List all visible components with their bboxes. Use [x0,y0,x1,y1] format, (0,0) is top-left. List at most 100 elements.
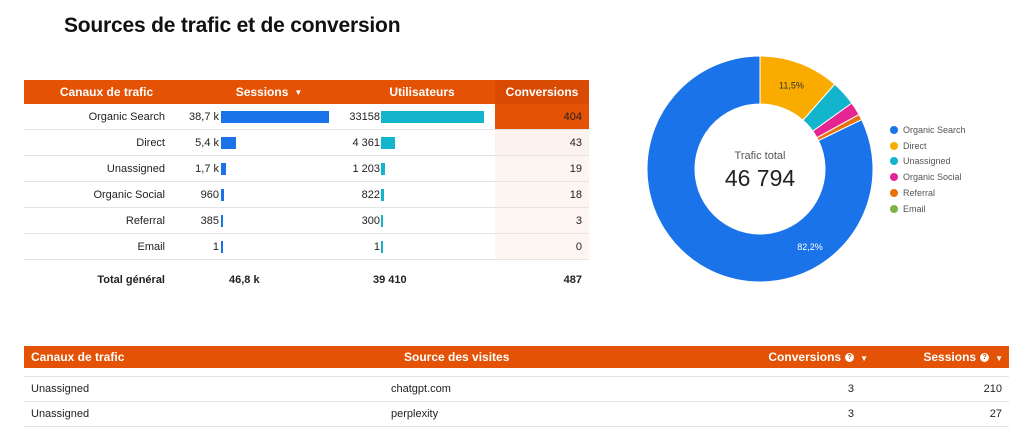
header-users[interactable]: Utilisateurs [389,85,455,99]
row-sessions-cell: 385 [189,208,349,233]
users-bar [381,240,383,253]
row-sessions-cell: 5,4 k [189,130,349,155]
sessions-bar [221,240,223,253]
total-users: 39 410 [373,274,407,286]
total-sessions: 46,8 k [229,274,260,286]
table-row: Unassigned 1,7 k 1 203 19 [24,156,589,182]
row-users: 33158 [349,110,380,123]
table2-body: Unassigned chatgpt.com 3 210 Unassigned perpl… [24,377,1009,427]
row-users-cell: 300 [349,208,495,233]
legend-label: Direct [903,140,927,151]
table-row: Unassigned perplexity 3 27 [24,402,1009,427]
row-users: 1 [373,240,380,253]
info-icon[interactable]: ? [845,353,855,363]
table-row: Unassigned chatgpt.com 3 210 [24,377,1009,402]
row-channel: Referral [125,214,165,227]
row-sessions: 385 [200,214,219,227]
legend-dot-icon [890,204,898,213]
row-users: 300 [361,214,380,227]
table-body: Organic Search 38,7 k 33158 404 Direct 5,4 k 4… [24,104,589,260]
sessions-bar [221,136,237,149]
table-row: Referral 385 300 3 [24,208,589,234]
row-conversions: 19 [495,156,589,181]
header-conversions[interactable]: Conversions [495,80,589,104]
sort-down-icon[interactable]: ▼ [995,354,1003,363]
row-channel: Unassigned [106,162,165,175]
sessions-bar [221,162,226,175]
slice-label-direct: 11,5% [779,81,804,91]
table2-header: Canaux de trafic Source des visites Conv… [24,346,1009,368]
slice-referral[interactable] [816,113,863,142]
legend-item[interactable]: Organic Social [890,169,966,185]
users-bar [381,136,395,149]
users-bar [381,110,484,123]
donut-center-label: Trafic total [735,150,786,162]
row-channel: Unassigned [31,383,90,395]
row-conversions: 3 [847,383,854,395]
row-sessions-cell: 1 [189,234,349,259]
legend-dot-icon [890,157,898,166]
header-sessions-2-label: Sessions [923,350,977,364]
header-conversions-2[interactable]: Conversions? ▼ [744,350,874,364]
row-users-cell: 1 [349,234,495,259]
sessions-bar [221,214,223,227]
legend-item[interactable]: Email [890,201,966,217]
header-channel[interactable]: Canaux de trafic [59,85,154,99]
row-channel: Unassigned [31,408,90,420]
header-sessions-label: Sessions [235,85,289,99]
row-sessions-cell: 1,7 k [189,156,349,181]
header-conversions-2-label: Conversions [768,350,842,364]
row-channel: Organic Search [88,110,165,123]
row-conversions: 0 [495,234,589,259]
row-sessions: 27 [989,408,1002,420]
row-users-cell: 33158 [349,104,495,129]
header-source[interactable]: Source des visites [404,350,510,364]
legend-label: Referral [903,188,936,199]
table-total-row: Total général 46,8 k 39 410 487 [24,260,589,300]
traffic-donut-chart: Trafic total 46 794 82,2% 11,5% [646,55,874,283]
legend-item[interactable]: Unassigned [890,154,966,170]
traffic-channels-table: Canaux de trafic Sessions ▼ Utilisateurs … [24,80,589,300]
row-conversions: 3 [847,408,854,420]
header-channel-2[interactable]: Canaux de trafic [31,350,125,364]
row-sessions: 210 [983,383,1002,395]
sessions-bar [221,188,224,201]
legend-label: Organic Search [903,124,966,135]
legend-dot-icon [890,125,898,134]
sort-down-icon[interactable]: ▼ [860,354,868,363]
header-sessions[interactable]: Sessions ▼ [189,80,349,104]
row-channel: Email [137,240,165,253]
row-source: chatgpt.com [391,383,451,395]
page-title: Sources de trafic et de conversion [64,14,401,37]
row-sessions: 1 [212,240,219,253]
table-row: Direct 5,4 k 4 361 43 [24,130,589,156]
header-sessions-2[interactable]: Sessions? ▼ [874,350,1009,364]
legend-dot-icon [890,141,898,150]
table-row: Organic Search 38,7 k 33158 404 [24,104,589,130]
legend-item[interactable]: Referral [890,185,966,201]
row-conversions: 3 [495,208,589,233]
row-sessions: 1,7 k [195,162,219,175]
row-sessions-cell: 38,7 k [189,104,349,129]
table-row: Email 1 1 0 [24,234,589,260]
chart-legend: Organic Search Direct Unassigned Organic So… [890,122,966,217]
row-channel: Organic Social [93,188,165,201]
legend-item[interactable]: Direct [890,138,966,154]
info-icon[interactable]: ? [980,353,990,363]
donut-center-value: 46 794 [725,165,796,191]
legend-dot-icon [890,189,898,198]
row-users-cell: 4 361 [349,130,495,155]
table-header: Canaux de trafic Sessions ▼ Utilisateurs … [24,80,589,104]
slice-organic-search[interactable] [646,55,874,283]
legend-label: Organic Social [903,172,962,183]
users-bar [381,188,384,201]
row-sessions: 960 [200,188,219,201]
row-sessions: 38,7 k [189,110,219,123]
row-users-cell: 822 [349,182,495,207]
row-sessions-cell: 960 [189,182,349,207]
visit-sources-table: Canaux de trafic Source des visites Conv… [24,346,1009,427]
legend-label: Unassigned [903,156,951,167]
sort-down-icon[interactable]: ▼ [294,87,303,97]
slice-label-organic-search: 82,2% [797,242,823,252]
legend-item[interactable]: Organic Search [890,122,966,138]
